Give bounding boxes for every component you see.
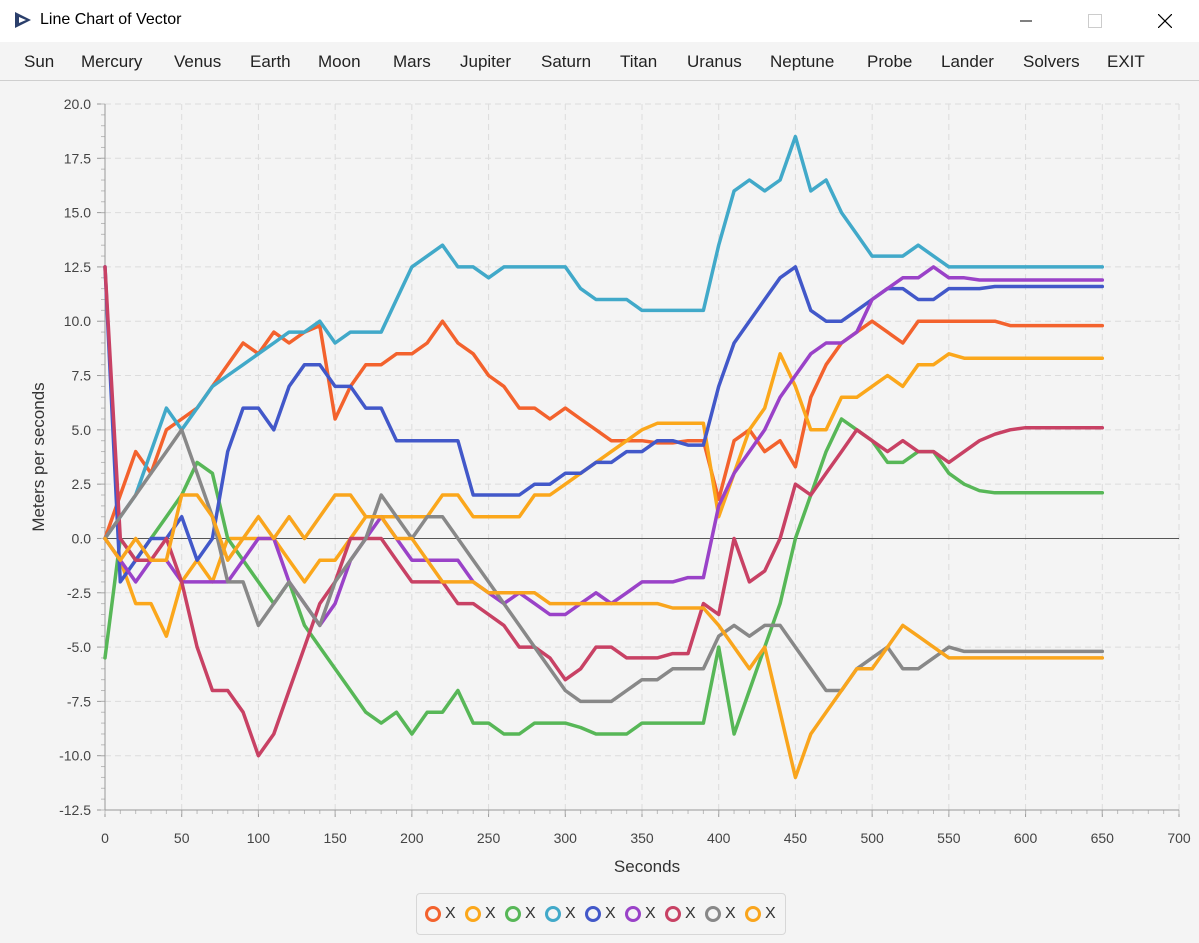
legend-item: X [705, 904, 736, 924]
menu-item-jupiter[interactable]: Jupiter [460, 52, 512, 71]
x-tick-label: 450 [784, 830, 808, 846]
x-tick-label: 550 [937, 830, 961, 846]
series-line-3 [103, 417, 1105, 736]
legend-symbol [585, 906, 601, 922]
menu-item-venus[interactable]: Venus [174, 52, 222, 71]
series-line-4 [103, 134, 1105, 541]
menu-item-mars[interactable]: Mars [393, 52, 431, 71]
series-line-8 [103, 428, 1105, 704]
y-tick-label: -12.5 [59, 802, 91, 818]
maximize-button[interactable] [1072, 0, 1118, 42]
legend-label: X [725, 905, 736, 922]
legend-symbol [665, 906, 681, 922]
title-bar: Line Chart of Vector [0, 0, 1199, 42]
chart-axes [97, 103, 1180, 817]
legend-label: X [685, 905, 696, 922]
legend-symbol [745, 906, 761, 922]
legend-item: X [545, 904, 576, 924]
legend-item: X [625, 904, 656, 924]
menu-item-lander[interactable]: Lander [941, 52, 994, 71]
legend-label: X [605, 905, 616, 922]
legend-label: X [765, 905, 776, 922]
legend-symbol [705, 906, 721, 922]
x-tick-label: 0 [101, 830, 109, 846]
legend-label: X [445, 905, 456, 922]
legend-symbol [625, 906, 641, 922]
app-icon [15, 12, 31, 28]
y-tick-label: -2.5 [67, 585, 91, 601]
menu-item-earth[interactable]: Earth [250, 52, 291, 71]
y-tick-label: -7.5 [67, 693, 91, 709]
y-tick-label: 10.0 [64, 313, 91, 329]
close-button[interactable] [1142, 0, 1188, 42]
chart-grid [105, 103, 1180, 810]
y-axis-label: Meters per seconds [29, 382, 48, 531]
legend-label: X [485, 905, 496, 922]
series-line-9 [103, 493, 1105, 780]
y-tick-label: 0.0 [72, 530, 92, 546]
y-tick-label: -5.0 [67, 639, 91, 655]
y-tick-label: 15.0 [64, 205, 91, 221]
x-tick-label: 400 [707, 830, 731, 846]
y-tick-label: 7.5 [72, 368, 92, 384]
close-icon [1158, 14, 1172, 28]
legend-label: X [525, 905, 536, 922]
y-tick-label: 5.0 [72, 422, 92, 438]
x-tick-label: 500 [860, 830, 884, 846]
x-tick-label: 150 [323, 830, 347, 846]
series-line-2 [103, 352, 1105, 638]
legend-label: X [565, 905, 576, 922]
y-tick-label: 20.0 [64, 96, 91, 112]
x-tick-label: 200 [400, 830, 424, 846]
menu-item-sun[interactable]: Sun [24, 52, 55, 71]
menu-item-titan[interactable]: Titan [620, 52, 658, 71]
series-line-1 [103, 319, 1105, 541]
menu-item-solvers[interactable]: Solvers [1023, 52, 1080, 71]
legend-label: X [645, 905, 656, 922]
x-axis-label: Seconds [614, 857, 680, 876]
menu-item-saturn[interactable]: Saturn [541, 52, 592, 71]
legend-item: X [665, 904, 696, 924]
y-tick-label: 2.5 [72, 476, 92, 492]
legend-symbol [425, 906, 441, 922]
menu-item-probe[interactable]: Probe [867, 52, 913, 71]
y-tick-label: 17.5 [64, 150, 91, 166]
legend-symbol [465, 906, 481, 922]
x-tick-label: 50 [174, 830, 190, 846]
menu-bar: Sun Mercury Venus Earth Moon Mars Jupite… [0, 42, 1199, 81]
chart-series [103, 134, 1105, 780]
legend-item: X [465, 904, 496, 924]
legend-item: X [745, 904, 776, 924]
menu-item-moon[interactable]: Moon [318, 52, 361, 71]
x-tick-label: 350 [630, 830, 654, 846]
menu-item-mercury[interactable]: Mercury [81, 52, 143, 71]
menu-item-exit[interactable]: EXIT [1107, 52, 1145, 71]
legend-item: X [505, 904, 536, 924]
menu-item-uranus[interactable]: Uranus [687, 52, 742, 71]
x-tick-label: 700 [1167, 830, 1191, 846]
x-tick-label: 100 [247, 830, 271, 846]
x-tick-label: 250 [477, 830, 501, 846]
y-tick-label: -10.0 [59, 748, 91, 764]
series-line-7 [103, 265, 1105, 758]
y-tick-label: 12.5 [64, 259, 91, 275]
legend-symbol [505, 906, 521, 922]
line-chart: 0 50 100 150 200 250 300 350 400 450 500 550 600 650 7… [29, 96, 1191, 876]
minimize-button[interactable] [1003, 0, 1049, 42]
window-title: Line Chart of Vector [40, 11, 182, 28]
minimize-icon [1020, 20, 1032, 22]
x-tick-label: 600 [1014, 830, 1038, 846]
x-tick-label: 300 [554, 830, 578, 846]
chart-labels: 0 50 100 150 200 250 300 350 400 450 500 550 600 650 7… [29, 96, 1191, 876]
menu-item-neptune[interactable]: Neptune [770, 52, 835, 71]
series-line-6 [103, 265, 1105, 628]
legend-symbol [545, 906, 561, 922]
maximize-icon [1088, 14, 1102, 28]
legend-item: X [425, 904, 456, 924]
x-tick-label: 650 [1091, 830, 1115, 846]
legend-item: X [585, 904, 616, 924]
series-line-5 [103, 265, 1105, 584]
